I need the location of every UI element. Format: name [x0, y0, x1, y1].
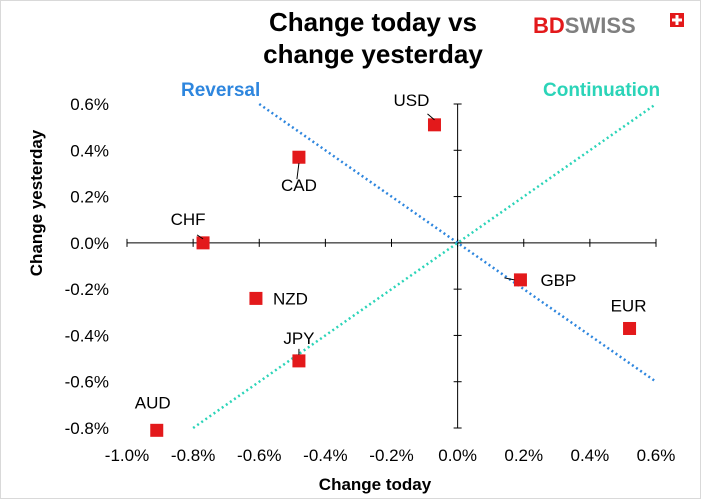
point-label-usd: USD	[394, 91, 430, 110]
label-leader-chf	[196, 234, 204, 240]
y-tick-label: -0.6%	[65, 373, 109, 392]
point-label-nzd: NZD	[273, 289, 308, 308]
point-aud	[150, 423, 164, 437]
point-usd	[427, 118, 441, 132]
x-tick-label: -0.8%	[171, 446, 215, 465]
y-axis-title: Change yesterday	[27, 129, 46, 276]
point-label-cad: CAD	[281, 176, 317, 195]
point-cad	[292, 150, 306, 164]
point-eur	[623, 321, 637, 335]
point-jpy	[292, 354, 306, 368]
x-tick-label: -1.0%	[105, 446, 149, 465]
label-leader-cad	[296, 163, 300, 180]
y-tick-label: 0.0%	[70, 234, 109, 253]
point-label-aud: AUD	[135, 393, 171, 412]
y-tick-label: 0.2%	[70, 188, 109, 207]
y-tick-label: 0.4%	[70, 141, 109, 160]
y-tick-label: -0.4%	[65, 326, 109, 345]
label-leader-usd	[427, 113, 435, 121]
point-label-gbp: GBP	[540, 271, 576, 290]
x-tick-label: 0.0%	[438, 446, 477, 465]
axes	[126, 103, 657, 429]
point-gbp	[513, 273, 527, 287]
y-tick-labels: 0.6% 0.4% 0.2% 0.0% -0.2% -0.4% -0.6% -0.8%	[65, 95, 109, 438]
x-tick-label: 0.2%	[504, 446, 543, 465]
x-tick-label: 0.6%	[637, 446, 676, 465]
point-label-jpy: JPY	[283, 329, 314, 348]
x-tick-label: 0.4%	[571, 446, 610, 465]
chart-title-line-1: Change today vs	[269, 7, 477, 37]
logo-bd-text: BDSWISS	[533, 13, 636, 38]
point-nzd	[249, 291, 263, 305]
x-tick-label: -0.4%	[303, 446, 347, 465]
label-leader-gbp	[504, 277, 515, 281]
point-label-chf: CHF	[171, 210, 206, 229]
reference-line-continuation	[192, 102, 657, 430]
point-chf	[196, 236, 210, 250]
swiss-cross-icon	[670, 13, 684, 27]
reference-line-reversal	[258, 102, 657, 383]
annotation-continuation: Continuation	[543, 80, 660, 101]
chart-title-line-2: change yesterday	[263, 39, 483, 69]
data-points: USD CAD CHF NZD JPY AUD GBP EUR	[135, 91, 647, 437]
reference-lines	[192, 102, 657, 430]
y-tick-label: 0.6%	[70, 95, 109, 114]
annotation-reversal: Reversal	[181, 80, 260, 101]
x-tick-label: -0.6%	[237, 446, 281, 465]
x-tick-label: -0.2%	[369, 446, 413, 465]
bdswiss-logo: BDSWISS	[533, 13, 684, 38]
point-label-eur: EUR	[611, 296, 647, 315]
x-axis-title: Change today	[319, 475, 432, 494]
y-tick-label: -0.8%	[65, 419, 109, 438]
x-tick-labels: -1.0% -0.8% -0.6% -0.4% -0.2% 0.0% 0.2% 0.4% 0.6…	[105, 446, 676, 465]
y-tick-label: -0.2%	[65, 280, 109, 299]
